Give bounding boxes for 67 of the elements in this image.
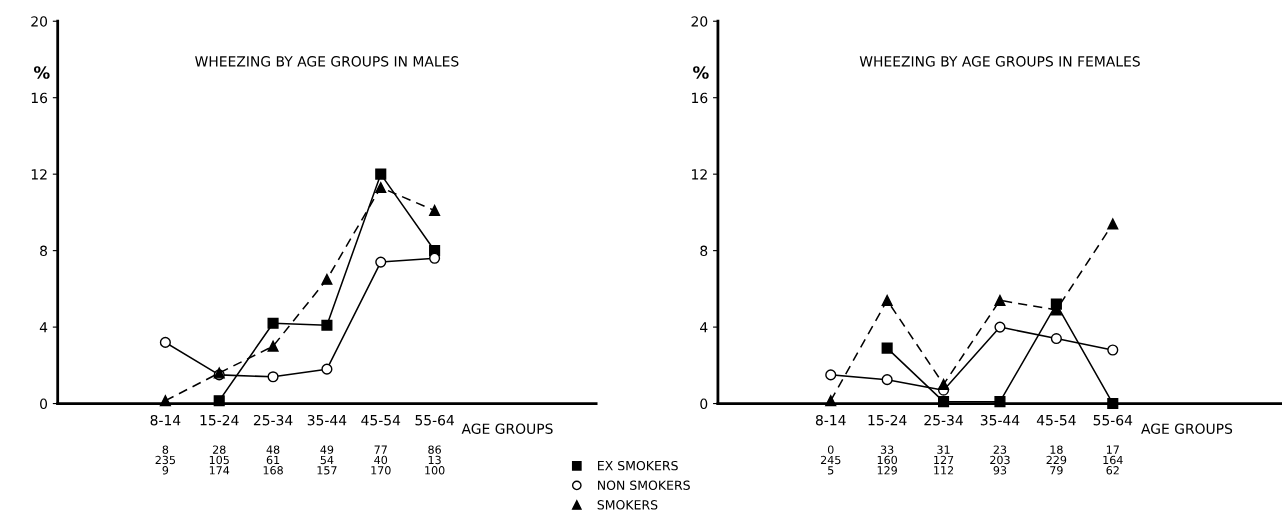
- x-tick-label: 55-64: [415, 414, 454, 426]
- x-tick-label: 45-54: [361, 415, 401, 426]
- text: 31 127 112: [934, 445, 954, 475]
- text: 23 203 93: [990, 445, 1010, 475]
- point: [375, 256, 387, 268]
- y-tick-label: 4: [39, 322, 48, 333]
- point: [994, 321, 1006, 333]
- y-tick-label: 12: [692, 169, 707, 180]
- text: 33 160 129: [877, 445, 898, 475]
- y-tick-label: 8: [700, 245, 708, 257]
- x-tick-label: 55-64: [1093, 414, 1133, 426]
- point: [429, 252, 441, 264]
- y-axis-title: %: [34, 66, 50, 79]
- x-tick-label: 8-14: [815, 414, 846, 426]
- y-tick-label: 8: [40, 245, 48, 257]
- text: 48 61 168: [263, 445, 283, 475]
- point: [267, 340, 279, 352]
- text: 8 235 9: [155, 445, 176, 475]
- y-tick-label: 20: [31, 16, 48, 27]
- y-tick-label: 0: [40, 398, 48, 410]
- legend-label: EX SMOKERS: [598, 460, 678, 471]
- y-tick-label: 0: [700, 398, 708, 410]
- legend-label: NON SMOKERS: [598, 480, 690, 490]
- y-tick-label: 16: [31, 92, 48, 104]
- x-tick-label: 25-34: [924, 414, 963, 426]
- x-axis-title: AGE GROUPS: [461, 423, 553, 434]
- point: [937, 378, 950, 391]
- y-tick-label: 16: [692, 92, 708, 104]
- x-tick-label: 35-44: [307, 414, 347, 426]
- point: [321, 273, 333, 285]
- text: 28 105 174: [209, 445, 230, 475]
- point: [1107, 218, 1119, 230]
- point: [321, 363, 333, 375]
- text: 77 40 170: [371, 445, 391, 475]
- y-tick-label: 20: [691, 16, 708, 27]
- x-tick-label: 15-24: [868, 414, 907, 426]
- x-axis-title: AGE GROUPS: [1141, 423, 1233, 434]
- point: [881, 374, 893, 386]
- y-tick-label: 12: [31, 169, 47, 180]
- x-tick-label: 15-24: [200, 414, 239, 426]
- point: [881, 294, 893, 306]
- point: [375, 181, 387, 194]
- text: 17 164 62: [1103, 445, 1123, 475]
- y-axis-title: %: [693, 66, 709, 79]
- text: WHEEZING BY AGE GROUPS IN FEMALES: [859, 56, 1140, 67]
- text: WHEEZING BY AGE GROUPS IN MALES: [195, 56, 459, 67]
- text: 49 54 157: [317, 445, 337, 475]
- x-tick-label: 45-54: [1036, 415, 1076, 426]
- text: 86 13 100: [425, 445, 445, 475]
- point: [1050, 333, 1062, 345]
- point: [994, 294, 1006, 306]
- point: [429, 204, 441, 217]
- text: 18 229 79: [1046, 445, 1067, 475]
- x-tick-label: 8-14: [150, 414, 181, 426]
- point: [159, 336, 171, 348]
- point: [825, 369, 837, 381]
- point: [267, 317, 279, 329]
- x-tick-label: 35-44: [980, 414, 1020, 426]
- text: 0 245 5: [820, 445, 841, 475]
- point: [881, 342, 893, 354]
- legend-label: SMOKERS: [597, 500, 658, 510]
- x-tick-label: 25-34: [253, 414, 293, 426]
- point: [375, 168, 387, 180]
- point: [1107, 344, 1119, 356]
- y-tick-label: 4: [700, 322, 708, 333]
- point: [321, 319, 333, 331]
- point: [267, 371, 279, 383]
